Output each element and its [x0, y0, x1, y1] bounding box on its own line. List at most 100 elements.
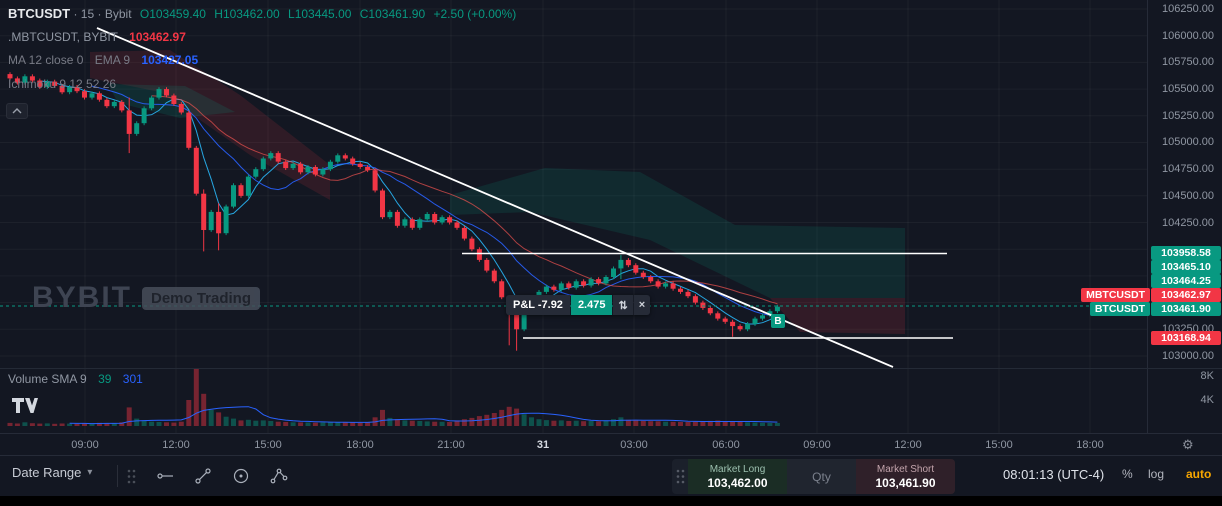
ellipse-icon: [233, 468, 249, 484]
pnl-value: P&L -7.92: [506, 295, 570, 315]
price-badge-value: 103958.58: [1151, 246, 1221, 260]
time-axis-label: 06:00: [712, 439, 740, 451]
price-axis-label: 105500.00: [1162, 83, 1214, 96]
price-badge-value: 103461.90: [1151, 302, 1221, 316]
interval-label[interactable]: 15: [80, 7, 95, 21]
volume-legend-row[interactable]: Volume SMA 9 39 301: [8, 372, 143, 386]
pane-separator[interactable]: [0, 368, 1222, 369]
ohlc-high: H103462.00: [214, 7, 280, 21]
time-axis-label: 15:00: [254, 439, 282, 451]
short-price: 103,461.90: [875, 475, 936, 490]
legend-collapse-button[interactable]: [6, 103, 28, 119]
time-axis-label: 31: [536, 439, 550, 451]
time-axis-label: 12:00: [162, 439, 190, 451]
price-badge: 103464.25: [1151, 274, 1221, 288]
tradingview-logo[interactable]: [12, 398, 38, 419]
price-axis-label: 106000.00: [1162, 29, 1214, 42]
ichimoku-legend-row[interactable]: Ichimoku 9 12 52 26: [8, 77, 116, 91]
price-badge-value: 103464.25: [1151, 274, 1221, 288]
time-axis-label: 09:00: [71, 439, 99, 451]
price-badge: 103958.58: [1151, 246, 1221, 260]
time-axis-label: 15:00: [985, 439, 1013, 451]
session-clock: 08:01:13 (UTC-4): [1003, 467, 1105, 482]
market-short-button[interactable]: Market Short 103,461.90: [856, 459, 955, 494]
position-pnl-widget[interactable]: P&L -7.92 2.475 ⇅ ×: [506, 295, 651, 315]
ema-label[interactable]: EMA 9: [94, 53, 131, 67]
bottom-strip: [0, 496, 1222, 506]
index-value: 103462.97: [129, 30, 186, 44]
exchange-label: Bybit: [104, 7, 132, 21]
curve-tool-button[interactable]: [264, 462, 294, 490]
auto-scale-toggle[interactable]: auto: [1186, 467, 1212, 481]
volume-value: 39: [98, 372, 112, 386]
bybit-logo: BYBIT: [32, 281, 132, 314]
time-axis[interactable]: ⚙ 09:00 12:00 15:00 18:00 21:00 31 03:00 06:00 0…: [0, 433, 1222, 455]
ma-value: 103427.05: [141, 53, 199, 67]
index-legend-row[interactable]: .MBTCUSDT, BYBIT 103462.97: [8, 30, 186, 44]
date-range-button[interactable]: Date Range ▾: [12, 465, 93, 480]
volume-sma-value: 301: [122, 372, 143, 386]
drag-handle-icon[interactable]: [127, 469, 136, 489]
ellipse-tool-button[interactable]: [226, 462, 256, 490]
volume-label[interactable]: Volume SMA 9: [8, 372, 87, 386]
trend-line-tool-button[interactable]: [188, 462, 218, 490]
percent-scale-toggle[interactable]: %: [1122, 467, 1133, 481]
time-axis-label: 12:00: [894, 439, 922, 451]
ichimoku-label[interactable]: Ichimoku 9 12 52 26: [8, 77, 117, 91]
price-badge: BTCUSDT 103461.90: [1089, 302, 1221, 316]
price-axis-label: 106250.00: [1162, 3, 1214, 15]
price-axis-label: 105000.00: [1162, 136, 1214, 149]
grip-dots-icon: [676, 469, 684, 484]
curve-line-icon: [270, 468, 288, 484]
position-qty[interactable]: 2.475: [570, 295, 613, 315]
bottom-toolbar: Date Range ▾: [0, 455, 1222, 496]
price-badge-value: 103465.10: [1151, 260, 1221, 274]
ma-legend-row[interactable]: MA 12 close 0 EMA 9 103427.05: [8, 53, 198, 67]
ohlc-open: O103459.40: [139, 7, 206, 21]
chevron-down-icon: ▾: [87, 467, 93, 478]
chevron-up-icon: [12, 108, 22, 114]
trend-line-icon: [195, 468, 211, 484]
price-axis-label: 105750.00: [1162, 56, 1214, 69]
price-badge-symbol: BTCUSDT: [1089, 302, 1150, 316]
ohlc-close: C103461.90: [359, 7, 426, 21]
log-scale-toggle[interactable]: log: [1148, 467, 1165, 481]
buy-trade-marker[interactable]: B: [771, 314, 785, 328]
ohlc-low: L103445.00: [288, 7, 352, 21]
price-axis-label: 105250.00: [1162, 109, 1214, 122]
ray-line-icon: [157, 473, 173, 479]
tradingview-logo-icon: [12, 398, 38, 413]
toolbar-divider: [117, 465, 118, 487]
time-axis-label: 03:00: [620, 439, 648, 451]
bybit-watermark: BYBIT Demo Trading: [32, 281, 261, 315]
grip-dots-icon: [127, 469, 136, 484]
time-axis-label: 09:00: [803, 439, 831, 451]
instant-order-panel: Market Long 103,462.00 Qty Market Short …: [672, 459, 955, 494]
order-panel-drag-handle[interactable]: [672, 459, 688, 494]
volume-axis-label: 8K: [1200, 370, 1214, 382]
symbol-name[interactable]: BTCUSDT: [8, 6, 71, 21]
long-price: 103,462.00: [707, 475, 768, 490]
qty-input[interactable]: Qty: [787, 459, 856, 494]
settings-gear-icon[interactable]: ⚙: [1182, 437, 1194, 452]
price-axis[interactable]: 106250.00 106000.00 105750.00 105500.00 1052…: [1081, 0, 1222, 433]
price-badge: MBTCUSDT 103462.97: [1081, 288, 1221, 302]
ray-line-tool-button[interactable]: [150, 462, 180, 490]
market-long-button[interactable]: Market Long 103,462.00: [688, 459, 787, 494]
price-badge: 103465.10: [1151, 260, 1221, 274]
chart-canvas[interactable]: [0, 0, 1147, 433]
price-axis-label: 104250.00: [1162, 216, 1214, 229]
price-axis-label: 104500.00: [1162, 189, 1214, 202]
time-axis-label: 21:00: [437, 439, 465, 451]
demo-trading-badge: Demo Trading: [142, 286, 261, 310]
price-axis-label: 103000.00: [1162, 350, 1214, 362]
index-name[interactable]: .MBTCUSDT, BYBIT: [8, 30, 118, 44]
time-axis-label: 18:00: [1076, 439, 1104, 451]
ma-label[interactable]: MA 12 close 0: [8, 53, 84, 67]
price-badge: 103168.94: [1151, 331, 1221, 345]
time-axis-label: 18:00: [346, 439, 374, 451]
symbol-legend-row[interactable]: BTCUSDT · 15 · Bybit O103459.40 H103462.…: [8, 6, 517, 21]
reverse-position-button[interactable]: ⇅: [613, 295, 633, 315]
close-position-button[interactable]: ×: [633, 295, 651, 315]
